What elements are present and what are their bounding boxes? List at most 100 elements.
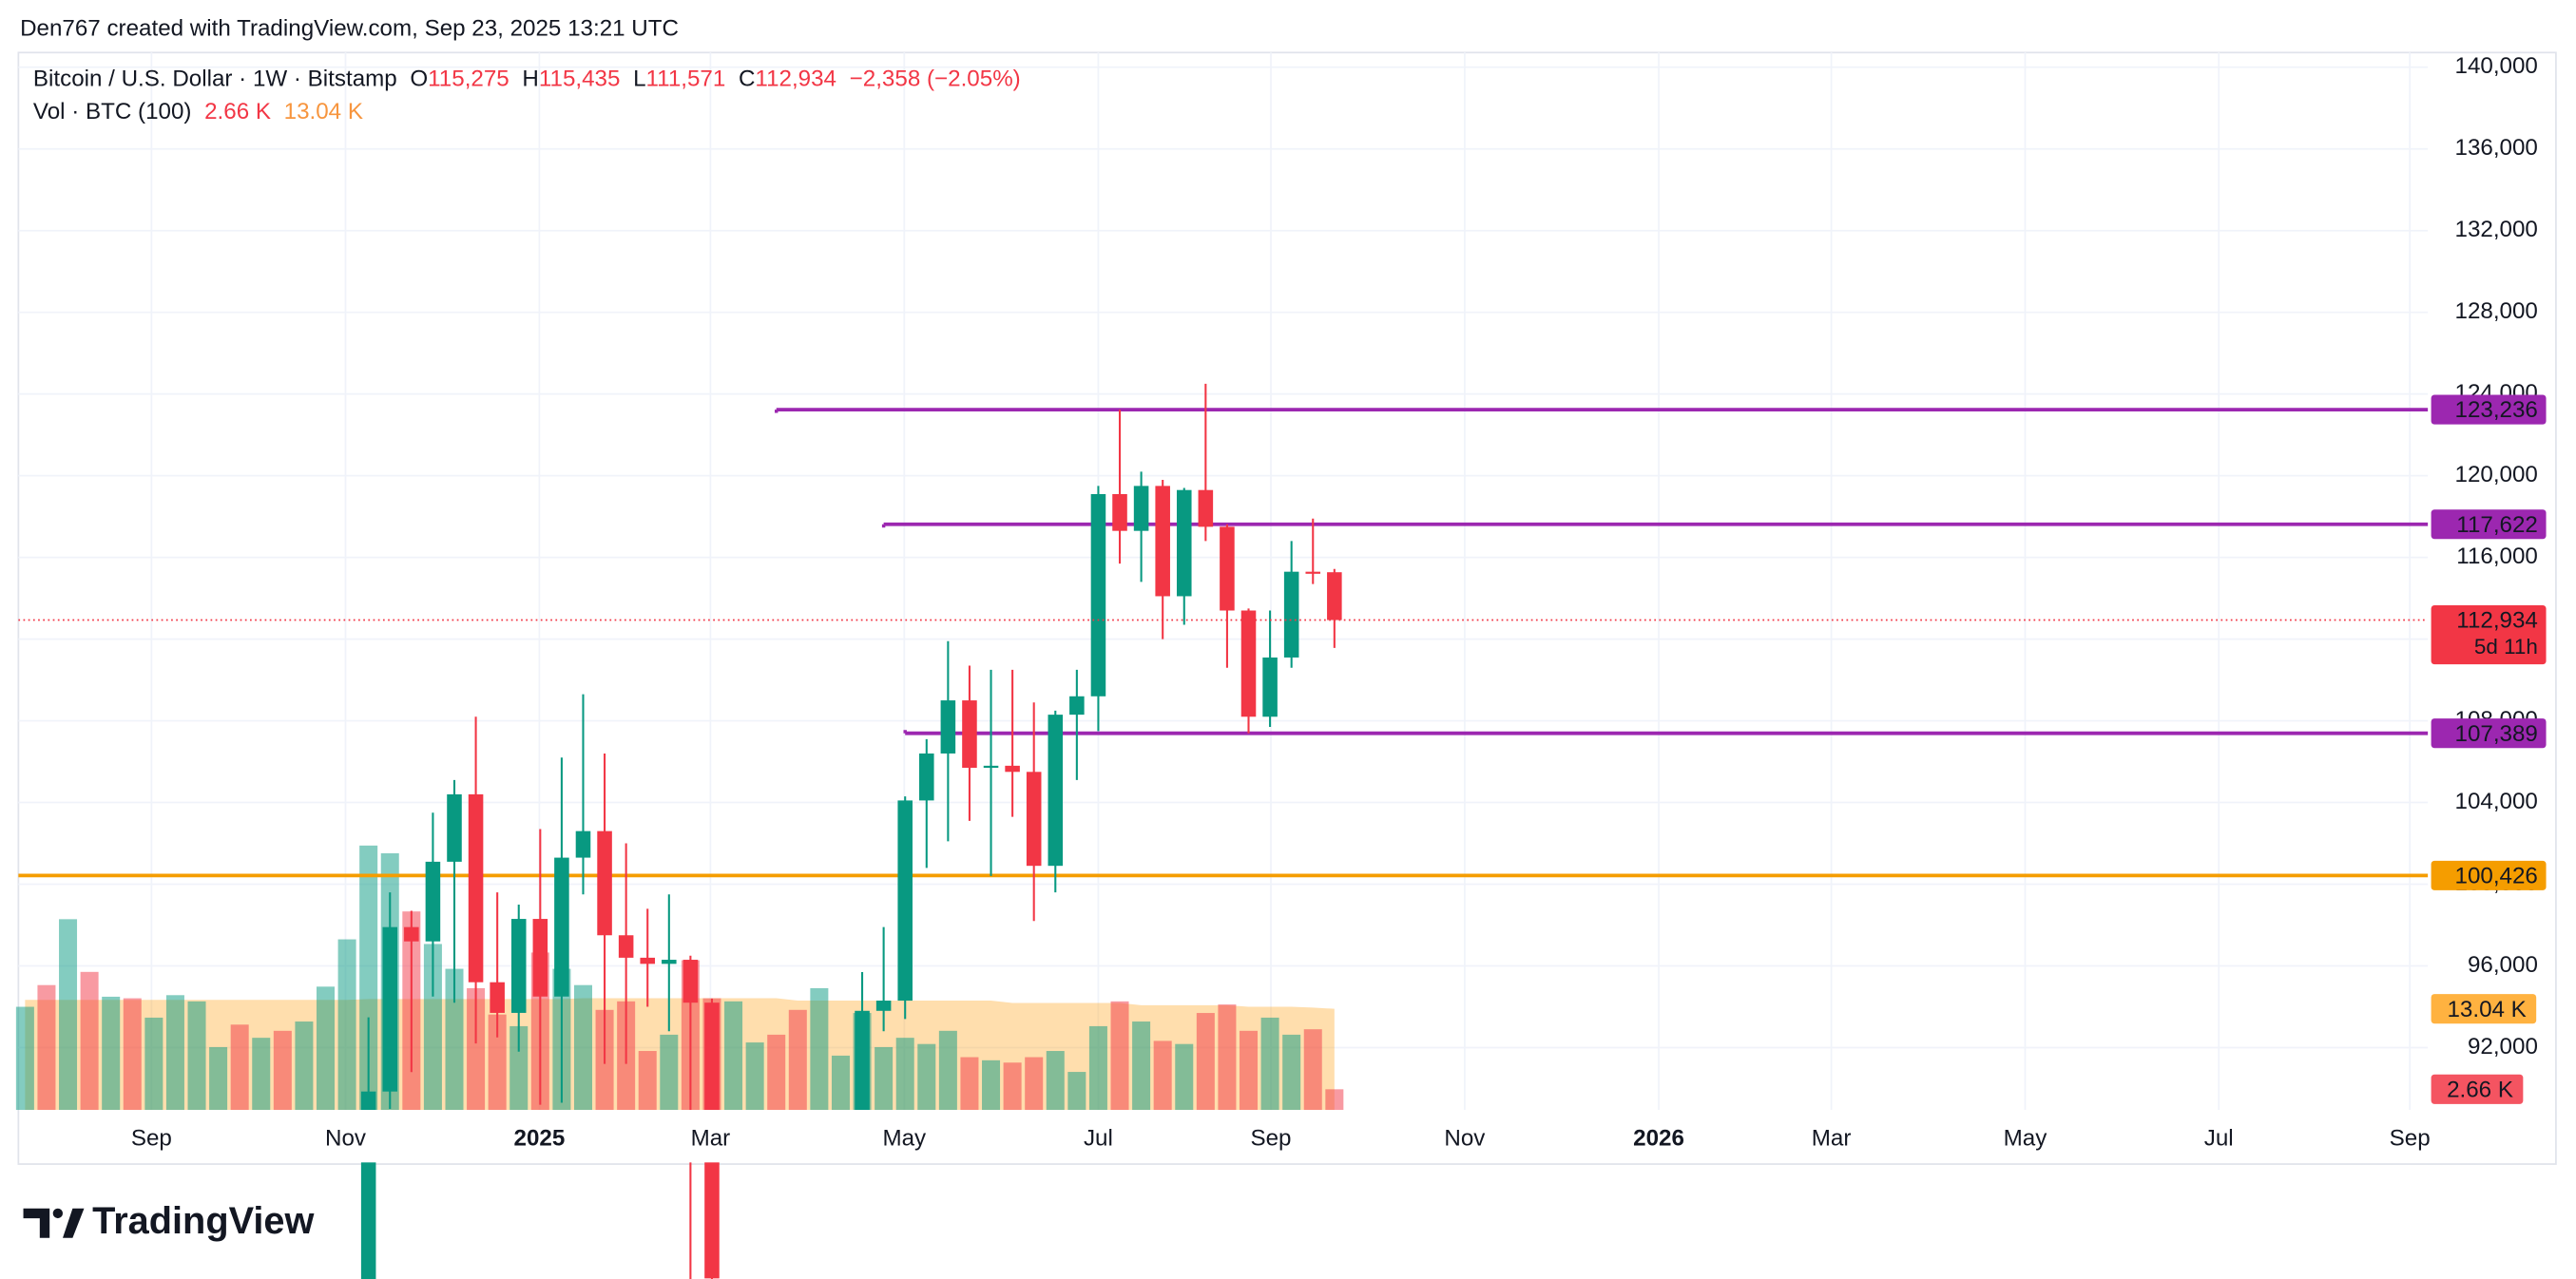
- logo-mark: [23, 1208, 50, 1238]
- candle-body: [855, 1010, 870, 1142]
- volume-ma-label-bg: [2431, 994, 2537, 1024]
- candle-body: [597, 830, 612, 936]
- volume-bar: [37, 984, 56, 1111]
- volume-bar: [15, 1006, 34, 1111]
- ohlc-letter: H: [522, 67, 538, 92]
- candle-body: [1112, 493, 1127, 531]
- candle-body: [919, 753, 934, 801]
- y-tick-label: 104,000: [2455, 789, 2538, 814]
- low: 111,571: [646, 67, 726, 92]
- change: −2,358 (−2.05%): [850, 67, 1021, 92]
- volume-bar: [660, 1034, 679, 1111]
- volume-bar: [230, 1024, 249, 1111]
- ohlc-letter: L: [633, 67, 645, 92]
- volume-bar: [638, 1051, 657, 1111]
- volume-bar: [445, 968, 464, 1111]
- volume-bar: [1218, 1004, 1237, 1111]
- candle-body: [532, 919, 548, 997]
- volume-bar: [1153, 1040, 1172, 1111]
- volume-bar: [144, 1017, 163, 1111]
- level-label-bg: [2431, 509, 2547, 540]
- volume-bar: [102, 996, 121, 1111]
- level-label: 117,622: [2456, 512, 2538, 538]
- candle-body: [1262, 657, 1278, 717]
- volume-legend: Vol · BTC (100) 2.66 K 13.04 K: [33, 100, 363, 125]
- candle-body: [983, 765, 999, 769]
- plot: 92,00096,000100,000104,000108,000112,000…: [15, 52, 2547, 1279]
- y-tick-label: 96,000: [2468, 952, 2538, 978]
- legend-line: Bitcoin / U.S. Dollar · 1W · Bitstamp O1…: [33, 67, 1021, 92]
- volume-ma-value: 13.04 K: [284, 100, 363, 125]
- candle-body: [468, 793, 484, 983]
- y-tick-label: 132,000: [2455, 217, 2538, 242]
- volume-label: 2.66 K: [2447, 1077, 2513, 1102]
- volume-bar: [467, 987, 486, 1111]
- volume-bar: [209, 1046, 228, 1111]
- candle-body: [1305, 571, 1321, 574]
- level-label: 107,389: [2455, 721, 2538, 747]
- y-tick-label: 140,000: [2455, 53, 2538, 79]
- volume-bar: [1282, 1034, 1301, 1111]
- candle-body: [1176, 489, 1192, 597]
- candle-body: [940, 700, 956, 754]
- candle-body: [897, 800, 913, 1002]
- volume-bar: [337, 939, 356, 1111]
- volume-bar: [1046, 1051, 1065, 1111]
- symbol: Bitcoin / U.S. Dollar · 1W · Bitstamp: [33, 67, 397, 92]
- volume-bar: [1196, 1013, 1215, 1111]
- candle-body: [1133, 486, 1149, 531]
- logo-mark: [52, 1208, 64, 1219]
- volume-ma-label: 13.04 K: [2447, 997, 2526, 1022]
- close: 112,934: [755, 67, 836, 92]
- volume-bar: [767, 1034, 786, 1111]
- candle-body: [1048, 715, 1064, 867]
- candle-body: [575, 830, 591, 858]
- x-tick-label: Sep: [2390, 1126, 2431, 1152]
- candle-body: [382, 926, 398, 1092]
- volume-title: Vol · BTC (100): [33, 100, 192, 125]
- x-tick-label: Nov: [325, 1126, 366, 1152]
- volume-value: 2.66 K: [204, 100, 271, 125]
- volume-bar: [1110, 1001, 1129, 1111]
- x-tick-label: Jul: [2204, 1126, 2234, 1152]
- volume-bar: [960, 1057, 979, 1111]
- y-tick-label: 136,000: [2455, 135, 2538, 161]
- open: 115,275: [428, 67, 509, 92]
- price-label: 112,934: [2456, 608, 2538, 634]
- volume-bar: [423, 944, 442, 1111]
- candle-body: [1069, 696, 1085, 716]
- level-label-bg: [2431, 394, 2547, 425]
- volume-bar: [938, 1030, 957, 1111]
- volume-bar: [1132, 1021, 1151, 1111]
- candle-body: [425, 861, 441, 942]
- volume-bar: [80, 971, 99, 1111]
- x-tick-label: Jul: [1084, 1126, 1113, 1152]
- volume-bar: [1088, 1025, 1107, 1111]
- volume-bar: [1303, 1029, 1322, 1111]
- logo: TradingView: [23, 1200, 315, 1242]
- candle-body: [1005, 765, 1020, 773]
- x-tick-label: Mar: [691, 1126, 731, 1152]
- volume-bar: [1175, 1043, 1194, 1111]
- chart-frame: [17, 51, 2557, 1165]
- candle-body: [682, 960, 699, 1003]
- volume-bar: [745, 1042, 764, 1111]
- volume-bar: [488, 1014, 507, 1111]
- volume-bar: [1240, 1030, 1259, 1111]
- candle-body: [1240, 610, 1257, 717]
- level-label: 123,236: [2455, 397, 2538, 423]
- volume-bar: [788, 1009, 807, 1111]
- logo-mark: [63, 1208, 85, 1238]
- candle-body: [1220, 526, 1235, 611]
- y-tick-label: 116,000: [2456, 544, 2538, 569]
- volume-bar: [1067, 1072, 1086, 1111]
- candle-body: [1198, 489, 1214, 527]
- footer: TradingView: [92, 1200, 314, 1242]
- candle-body: [1026, 772, 1042, 867]
- volume-bar: [273, 1030, 292, 1111]
- high: 115,435: [539, 67, 621, 92]
- x-tick-label: May: [2004, 1126, 2048, 1152]
- candle-body: [1283, 571, 1299, 658]
- volume-bar: [917, 1043, 936, 1111]
